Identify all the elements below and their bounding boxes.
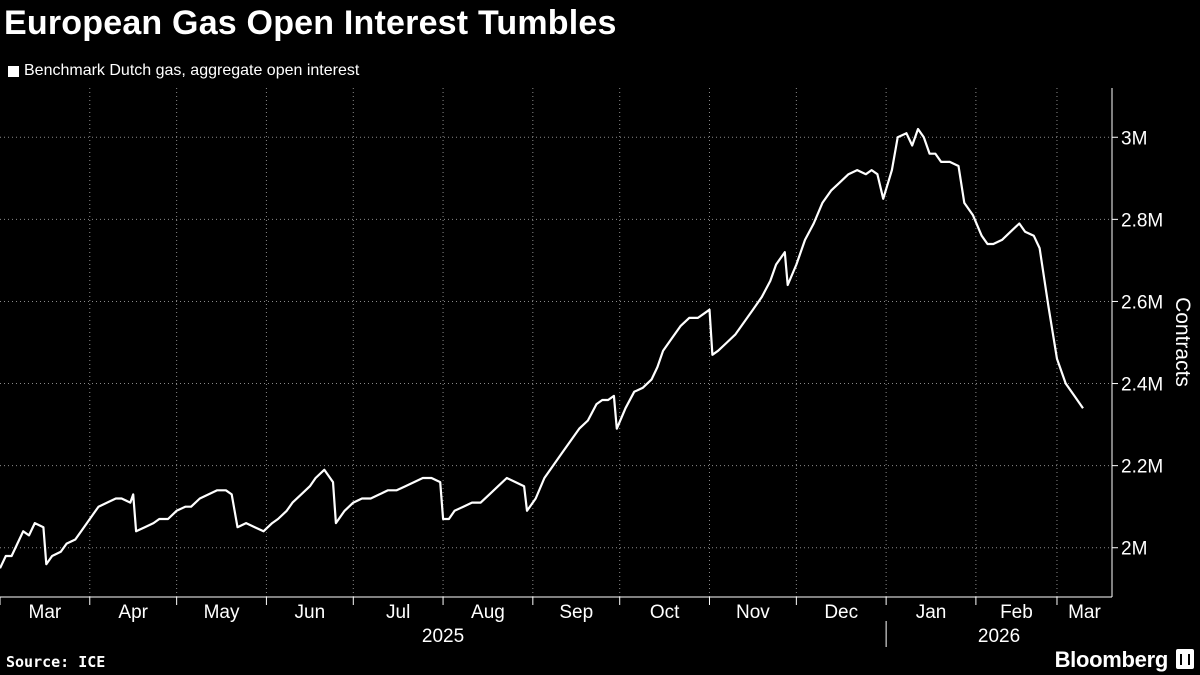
y-tick-label: 2.2M xyxy=(1121,457,1163,478)
x-tick-label: Apr xyxy=(118,602,148,623)
gridlines xyxy=(0,88,1112,597)
x-tick-label: Mar xyxy=(1068,602,1101,623)
axes xyxy=(0,88,1118,647)
x-tick-label: Jun xyxy=(295,602,326,623)
y-axis-title: Contracts xyxy=(1171,297,1194,387)
series-layer xyxy=(0,127,1084,569)
chart-title: European Gas Open Interest Tumbles xyxy=(4,4,617,42)
x-tick-label: Aug xyxy=(471,602,505,623)
year-label: 2026 xyxy=(978,626,1020,647)
x-tick-label: May xyxy=(204,602,240,623)
x-tick-label: Oct xyxy=(650,602,680,623)
x-tick-label: Dec xyxy=(824,602,858,623)
source-note: Source: ICE xyxy=(6,653,106,671)
legend: Benchmark Dutch gas, aggregate open inte… xyxy=(8,62,359,80)
x-tick-label: Nov xyxy=(736,602,770,623)
x-tick-label: Feb xyxy=(1000,602,1033,623)
legend-label: Benchmark Dutch gas, aggregate open inte… xyxy=(24,62,360,79)
x-tick-label: Mar xyxy=(29,602,62,623)
x-tick-label: Jan xyxy=(916,602,947,623)
x-tick-label: Sep xyxy=(559,602,593,623)
legend-swatch xyxy=(8,65,19,77)
series-line xyxy=(0,127,1084,569)
x-tick-label: Jul xyxy=(386,602,410,623)
year-label: 2025 xyxy=(422,626,464,647)
y-tick-label: 2.6M xyxy=(1121,292,1163,313)
x-axis-labels: Mar Apr May Jun Jul Aug Sep Oct Nov Dec Jan Feb Mar 2… xyxy=(29,602,1102,647)
y-axis-labels: 2M 2.2M 2.4M 2.6M 2.8M 3M xyxy=(1121,128,1163,559)
y-tick-label: 2.4M xyxy=(1121,375,1163,396)
y-tick-label: 2.8M xyxy=(1121,210,1163,231)
bloomberg-mark-icon xyxy=(1176,649,1194,669)
bloomberg-logo: Bloomberg xyxy=(1054,647,1169,672)
y-tick-label: 3M xyxy=(1121,128,1147,149)
y-tick-label: 2M xyxy=(1121,539,1147,560)
